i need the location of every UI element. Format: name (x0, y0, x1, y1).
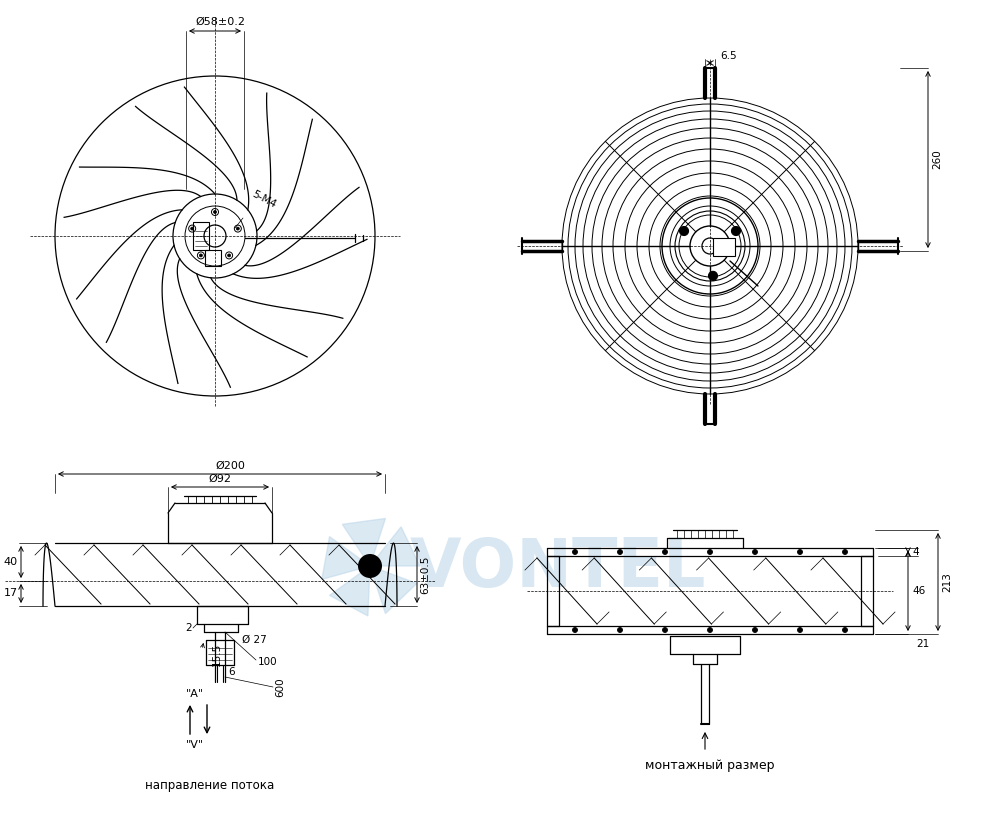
Circle shape (200, 254, 203, 257)
Text: 213: 213 (942, 572, 952, 592)
Text: 6: 6 (228, 667, 235, 677)
Circle shape (358, 554, 382, 578)
Circle shape (711, 274, 715, 278)
Text: 15.5: 15.5 (212, 642, 222, 665)
Circle shape (662, 628, 667, 633)
Circle shape (707, 549, 712, 554)
Text: 63±0.5: 63±0.5 (420, 555, 430, 594)
Circle shape (682, 229, 686, 232)
Circle shape (617, 628, 622, 633)
Circle shape (731, 227, 740, 236)
Polygon shape (370, 566, 417, 614)
Text: Ø200: Ø200 (215, 461, 245, 471)
Circle shape (679, 227, 688, 236)
Circle shape (237, 227, 240, 230)
Circle shape (734, 229, 738, 232)
Text: Ø92: Ø92 (209, 474, 232, 484)
Text: направление потока: направление потока (146, 779, 275, 792)
Text: 21: 21 (916, 639, 929, 649)
Bar (713, 238, 735, 256)
Circle shape (797, 549, 802, 554)
Circle shape (572, 549, 577, 554)
Circle shape (214, 211, 217, 213)
Circle shape (228, 254, 231, 257)
Circle shape (752, 628, 757, 633)
Text: 5-M4: 5-M4 (250, 189, 278, 210)
Circle shape (842, 549, 847, 554)
Circle shape (191, 227, 194, 230)
Text: 4: 4 (912, 547, 919, 557)
Polygon shape (370, 527, 420, 566)
Text: монтажный размер: монтажный размер (645, 759, 775, 772)
Circle shape (752, 549, 757, 554)
Text: 100: 100 (258, 657, 278, 667)
Text: VONTEL: VONTEL (410, 535, 706, 601)
Circle shape (662, 549, 667, 554)
Circle shape (797, 628, 802, 633)
Circle shape (708, 272, 717, 280)
Text: "V": "V" (186, 740, 204, 750)
Text: 600: 600 (275, 677, 285, 697)
Text: 2: 2 (186, 623, 193, 633)
Text: 260: 260 (932, 150, 942, 170)
Text: Ø 27: Ø 27 (242, 635, 267, 645)
Text: Ø58±0.2: Ø58±0.2 (195, 17, 245, 27)
Circle shape (572, 628, 577, 633)
Polygon shape (343, 518, 386, 566)
Bar (205, 250, 221, 266)
Text: 6.5: 6.5 (720, 51, 736, 61)
Polygon shape (322, 537, 370, 579)
Text: 17: 17 (4, 589, 18, 599)
Circle shape (617, 549, 622, 554)
Circle shape (842, 628, 847, 633)
Text: 46: 46 (912, 586, 925, 596)
Bar (193, 222, 209, 250)
Polygon shape (330, 566, 370, 616)
Circle shape (707, 628, 712, 633)
Text: "A": "A" (186, 689, 204, 699)
Text: 40: 40 (4, 557, 18, 567)
